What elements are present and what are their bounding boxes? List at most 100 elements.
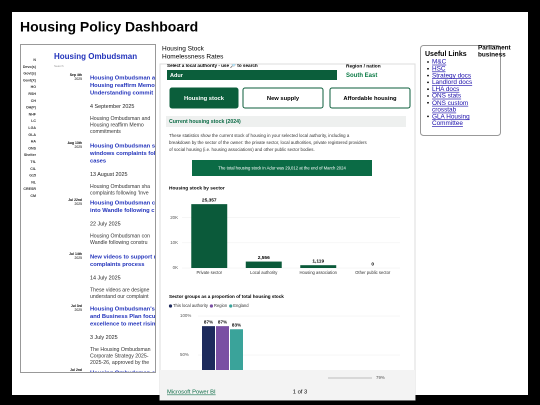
item-body: understand our complaint (90, 294, 149, 300)
item-date: Aug 13th (67, 141, 82, 145)
item-title[interactable]: Housing Ombudsman c (90, 201, 156, 207)
item-title[interactable]: excellence to meet risin (90, 322, 156, 328)
x-tick-label: Private sector (196, 270, 222, 275)
tag[interactable]: Govt(X) (23, 78, 37, 82)
link[interactable]: ONS stats (432, 93, 461, 100)
item-title[interactable]: Housing Ombudsman sh (90, 144, 159, 150)
tag[interactable]: Devo(s) (23, 65, 37, 69)
chart-title: Sector groups as a proportion of total h… (169, 294, 284, 299)
item-body: Corporate Strategy 2025- (90, 353, 149, 359)
bar (191, 204, 228, 268)
item-title[interactable]: Understanding commit (90, 91, 153, 97)
item-title[interactable]: Housing Ombudsman c (90, 371, 156, 377)
data-label: 1,119 (312, 258, 324, 264)
legend-swatch (229, 304, 233, 308)
tag[interactable]: ONS (28, 146, 36, 150)
item-body: These videos are designe (90, 287, 150, 293)
item-title[interactable]: windows complaints fol (89, 151, 156, 157)
tag[interactable]: CIL (30, 167, 37, 171)
item-title[interactable]: complaints process (90, 262, 144, 268)
item-date: 2025 (74, 256, 82, 260)
tag[interactable]: TfL (30, 160, 36, 164)
tag[interactable]: CRESR (23, 187, 36, 191)
item-date: Jul 14th (69, 252, 82, 256)
parliament-link[interactable]: business (478, 52, 506, 59)
dropdown-value[interactable]: Adur (170, 73, 184, 79)
bar (245, 261, 282, 268)
tag[interactable]: G15 (29, 174, 36, 178)
tag[interactable]: NL (31, 180, 37, 184)
links-heading: Useful Links (425, 51, 467, 58)
tab-button-label[interactable]: New supply (267, 96, 300, 102)
tab-button[interactable] (242, 87, 324, 109)
tab[interactable]: Housing Stock (162, 46, 205, 53)
link[interactable]: ONS custom crosstab (432, 99, 468, 113)
tag[interactable]: OH(P) (26, 106, 37, 110)
item-body: Housing Ombudsman sha (90, 184, 150, 190)
legend-swatch (209, 304, 214, 308)
tag[interactable]: N (33, 58, 36, 62)
item-title[interactable]: Housing Ombudsman an (90, 76, 159, 82)
item-body: The Housing Ombudsman (90, 347, 151, 353)
bar (202, 326, 215, 370)
description: of social housing (i.e. housing associat… (169, 147, 315, 152)
data-label: 2,556 (258, 255, 270, 261)
item-body: Housing Ombudsman and (90, 116, 150, 122)
y-tick-label: 10K (170, 240, 178, 245)
tag[interactable]: GLA (28, 133, 36, 137)
item-date: Jul 22nd (68, 198, 82, 202)
item-published: 22 July 2025 (90, 221, 121, 227)
bullet (427, 81, 429, 84)
link[interactable]: HSC (432, 65, 446, 72)
x-tick-label: Housing association (300, 270, 338, 275)
pbi-brand[interactable]: Microsoft Power BI (167, 390, 216, 396)
link[interactable]: M&C (432, 59, 447, 66)
dropdown[interactable] (167, 70, 337, 80)
description: breakdown by the sector of the owner: th… (169, 140, 367, 145)
tag[interactable]: RSH (28, 92, 36, 96)
item-title[interactable]: cases (90, 159, 106, 165)
tab-button[interactable] (169, 87, 239, 109)
link[interactable]: LHA docs (432, 86, 459, 93)
link[interactable]: GLA Housing Committee (432, 113, 470, 127)
legend-label: This local authority (173, 303, 209, 308)
select-label: Select a local authority - use 🔎 to sear… (167, 62, 258, 69)
item-title[interactable]: Housing reaffirm Memor (90, 83, 158, 89)
tag[interactable]: CH (31, 99, 37, 103)
item-title[interactable]: and Business Plan focu (90, 314, 156, 320)
item-title[interactable]: New videos to support r (90, 255, 157, 261)
link-line: GLA Housing (432, 113, 470, 120)
tag[interactable]: Govt(s) (23, 72, 36, 76)
link[interactable]: Landlord docs (432, 79, 472, 86)
feed-search: Search (54, 64, 64, 68)
feed: Housing Ombudsman Search N Devo(s) Govt(s) Go… (23, 52, 159, 377)
item-title[interactable]: Housing Ombudsman's (90, 307, 155, 313)
y-tick-label: 50% (180, 352, 189, 357)
item-body: Wandle following constru (90, 240, 148, 246)
item-date: Sep 4th (70, 73, 82, 77)
item-date: Jul 3rd (71, 304, 82, 308)
chart-title: Housing stock by sector (169, 185, 225, 191)
tab-button-label[interactable]: Affordable housing (343, 96, 397, 102)
bullet (427, 95, 429, 97)
tab[interactable]: Homelessness Rates (162, 54, 224, 61)
tag[interactable]: CM (30, 194, 36, 198)
tag[interactable]: HA (31, 140, 37, 144)
link[interactable]: Strategy docs (432, 72, 471, 79)
legend-swatch (168, 304, 173, 308)
item-published: 3 July 2025 (90, 335, 118, 341)
tag[interactable]: HO (31, 85, 37, 89)
tag[interactable]: LC (31, 119, 36, 123)
tag[interactable]: NHF (29, 112, 37, 116)
tab-button[interactable] (329, 87, 411, 109)
tag[interactable]: LGA (28, 126, 36, 130)
tag[interactable]: Shelter (24, 153, 37, 157)
item-date: 2025 (74, 145, 82, 149)
item-body: Housing reaffirm Memo (90, 122, 144, 128)
feed-heading: Housing Ombudsman (54, 52, 137, 61)
item-body: Housing Ombudsman con (90, 233, 150, 239)
parliament-link[interactable]: Parliament (478, 45, 512, 52)
item-title[interactable]: into Wandle following c (90, 208, 155, 214)
tab-button-label[interactable]: Housing stock (184, 96, 225, 102)
